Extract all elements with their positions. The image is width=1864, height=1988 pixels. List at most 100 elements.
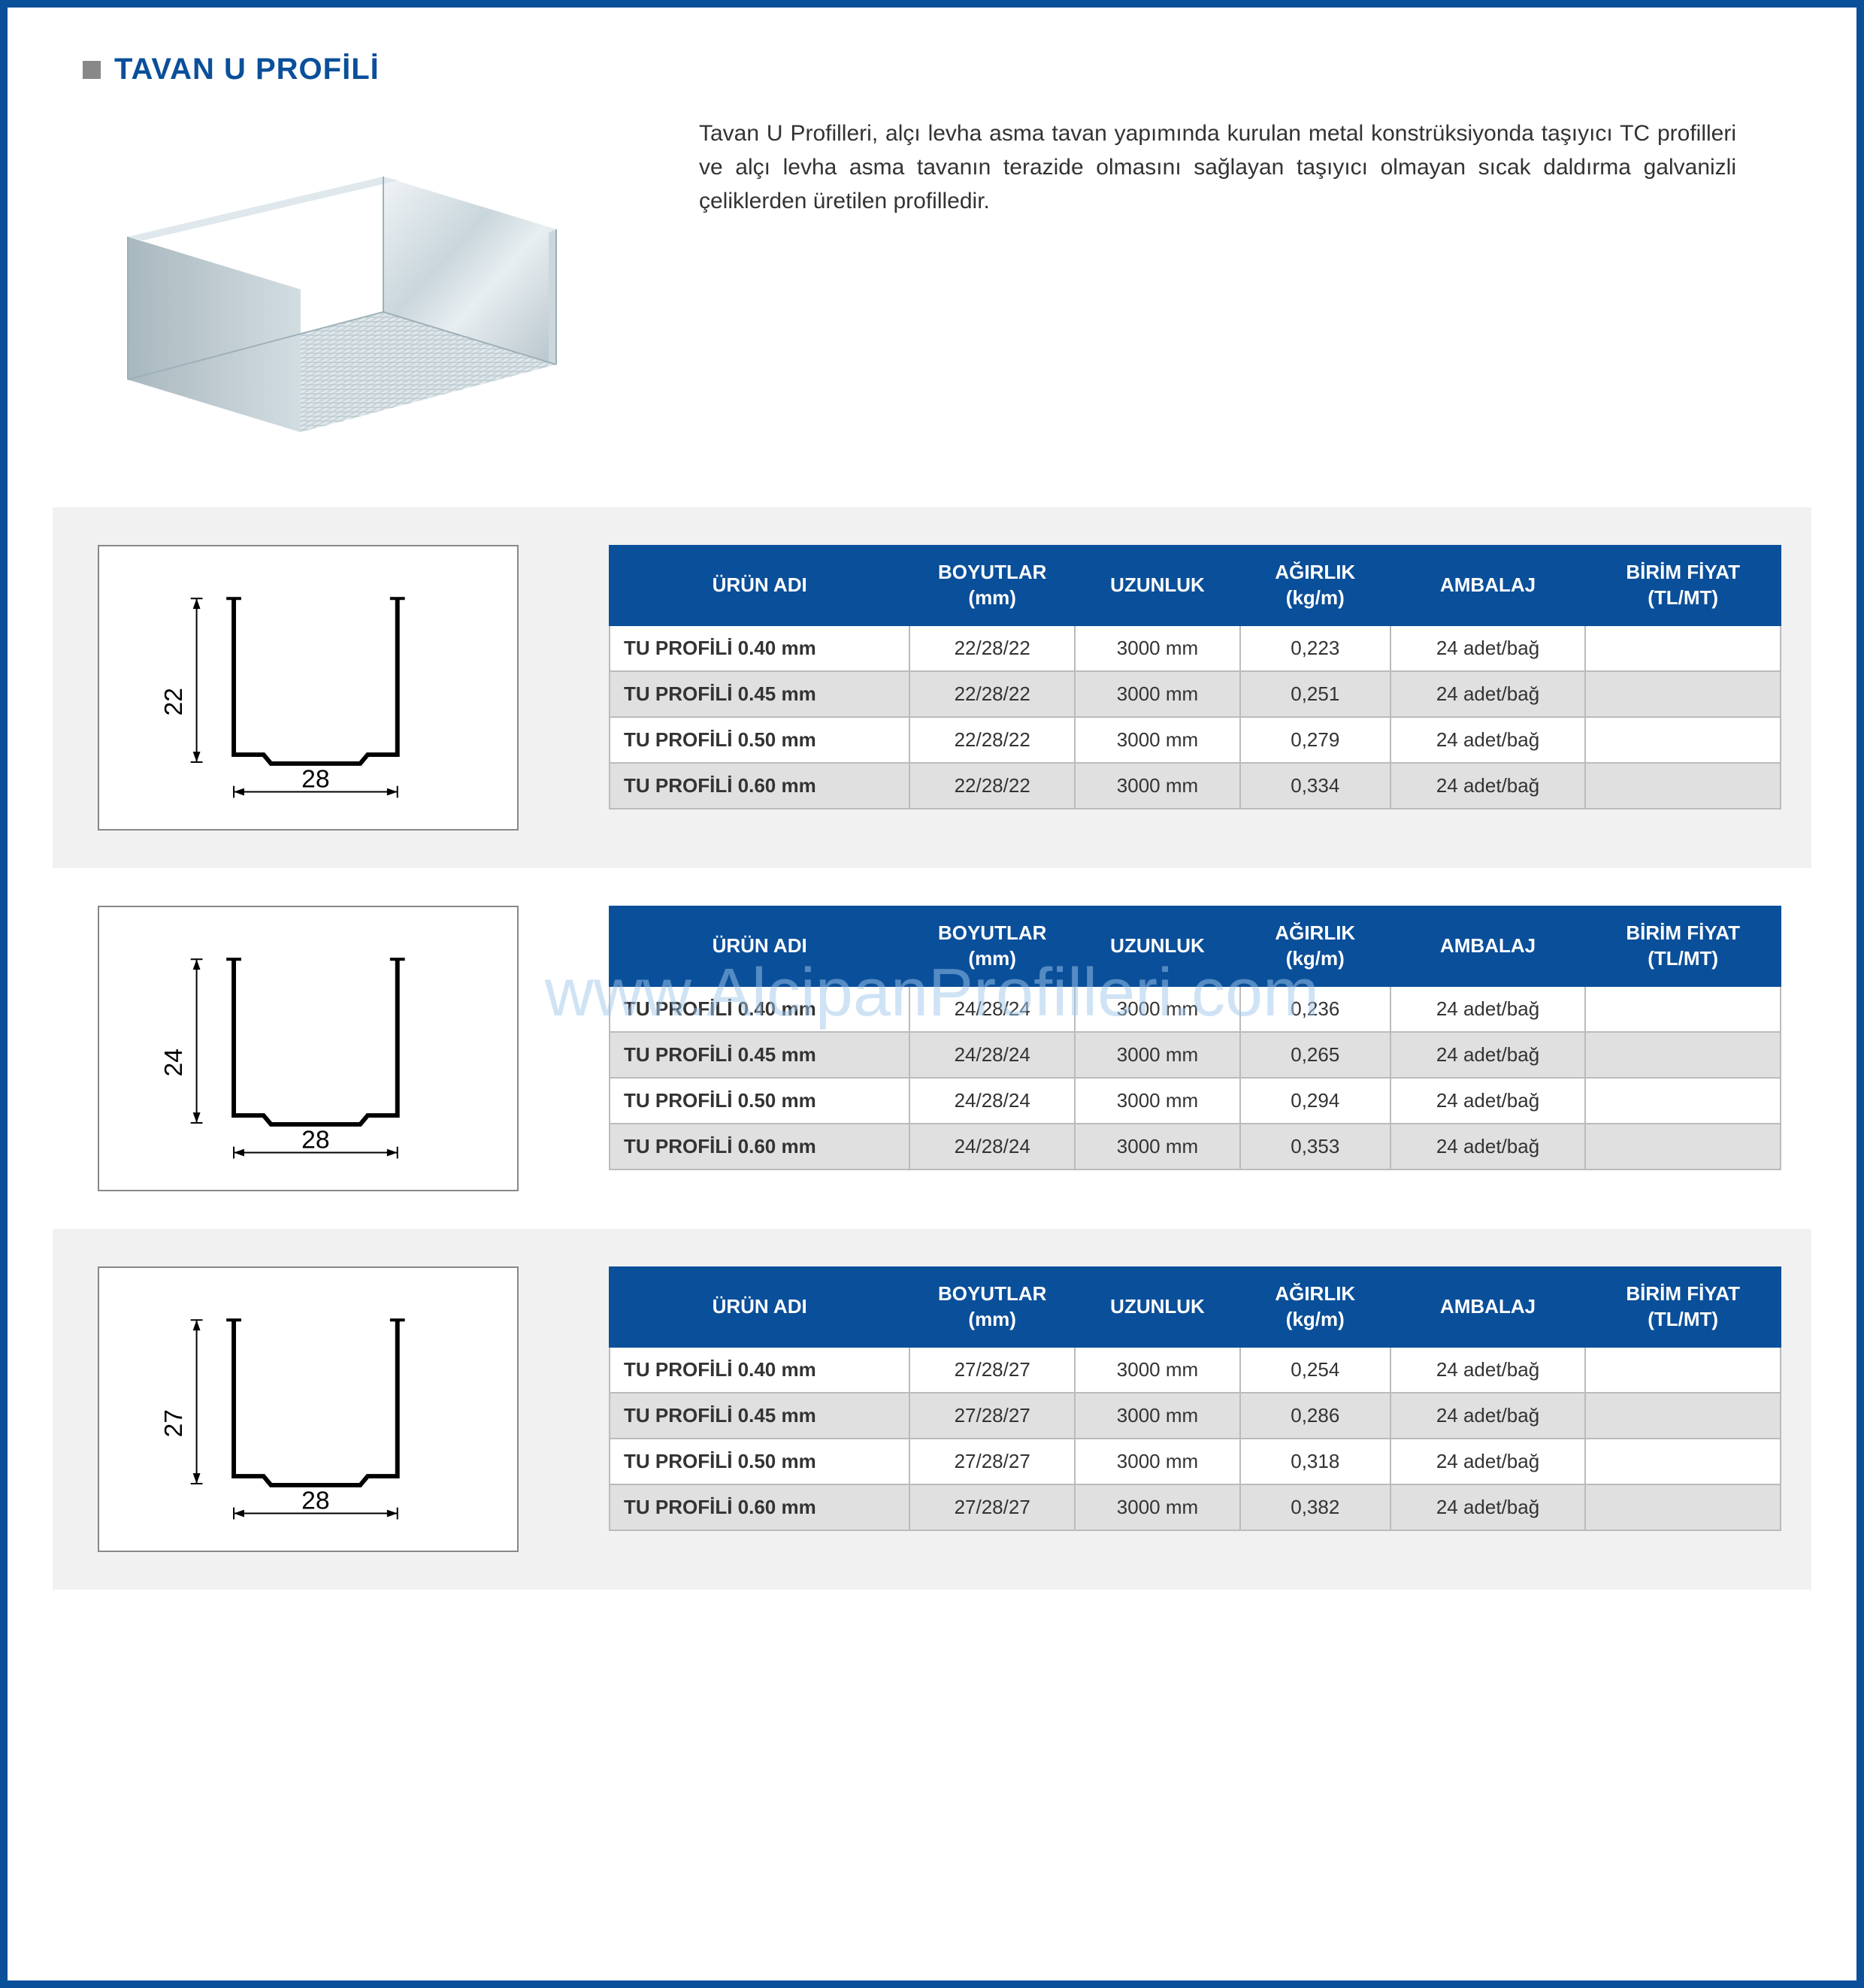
intro-text: Tavan U Profilleri, alçı levha asma tava… [699,116,1736,218]
table-cell [1585,1393,1781,1439]
table-header: ÜRÜN ADI [610,546,909,625]
table-cell: 27/28/27 [909,1393,1075,1439]
table-cell: TU PROFİLİ 0.50 mm [610,717,909,763]
table-cell: TU PROFİLİ 0.40 mm [610,625,909,671]
table-cell: 22/28/22 [909,763,1075,809]
svg-text:28: 28 [301,1487,329,1515]
table-cell: TU PROFİLİ 0.40 mm [610,1347,909,1393]
table-header: AĞIRLIK(kg/m) [1240,1267,1390,1347]
table-cell [1585,671,1781,717]
table-cell: 0,251 [1240,671,1390,717]
table-cell: 3000 mm [1075,1032,1240,1078]
svg-text:28: 28 [301,1127,329,1154]
table-cell: 24 adet/bağ [1390,986,1586,1032]
spec-section: 24 28 ÜRÜN ADIBOYUTLAR(mm)UZUNLUKAĞIRLIK… [53,868,1811,1229]
table-row: TU PROFİLİ 0.40 mm24/28/243000 mm0,23624… [610,986,1781,1032]
table-cell: 3000 mm [1075,717,1240,763]
table-cell: 0,334 [1240,763,1390,809]
svg-text:28: 28 [301,766,329,794]
table-cell: 24 adet/bağ [1390,625,1586,671]
table-row: TU PROFİLİ 0.45 mm27/28/273000 mm0,28624… [610,1393,1781,1439]
cross-section-drawing: 24 28 [99,907,517,1190]
table-cell: TU PROFİLİ 0.45 mm [610,1032,909,1078]
table-cell: 0,286 [1240,1393,1390,1439]
table-cell: TU PROFİLİ 0.60 mm [610,1484,909,1530]
table-cell: TU PROFİLİ 0.50 mm [610,1078,909,1124]
table-cell: 24/28/24 [909,1078,1075,1124]
product-image [98,116,609,447]
table-cell: TU PROFİLİ 0.45 mm [610,1393,909,1439]
table-header: BİRİM FİYAT(TL/MT) [1585,546,1781,625]
table-cell: 3000 mm [1075,763,1240,809]
table-cell: 3000 mm [1075,986,1240,1032]
table-cell: 22/28/22 [909,625,1075,671]
table-header: AMBALAJ [1390,1267,1586,1347]
spec-table: ÜRÜN ADIBOYUTLAR(mm)UZUNLUKAĞIRLIK(kg/m)… [609,1266,1781,1531]
table-header: BOYUTLAR(mm) [909,1267,1075,1347]
table-cell: 3000 mm [1075,1439,1240,1484]
table-cell: 22/28/22 [909,717,1075,763]
table-cell [1585,625,1781,671]
table-cell: 0,265 [1240,1032,1390,1078]
table-cell: 24 adet/bağ [1390,1393,1586,1439]
u-profile-3d-icon [98,116,609,447]
table-header: AMBALAJ [1390,906,1586,986]
intro-row: Tavan U Profilleri, alçı levha asma tava… [53,116,1811,507]
table-cell: 3000 mm [1075,625,1240,671]
table-cell: 22/28/22 [909,671,1075,717]
table-cell: 24/28/24 [909,986,1075,1032]
cross-section-drawing: 27 28 [99,1268,517,1551]
table-cell: TU PROFİLİ 0.40 mm [610,986,909,1032]
table-cell: 24 adet/bağ [1390,1439,1586,1484]
table-cell: 27/28/27 [909,1439,1075,1484]
table-cell: 0,318 [1240,1439,1390,1484]
spec-table: ÜRÜN ADIBOYUTLAR(mm)UZUNLUKAĞIRLIK(kg/m)… [609,545,1781,809]
table-cell: 3000 mm [1075,1124,1240,1170]
table-row: TU PROFİLİ 0.45 mm24/28/243000 mm0,26524… [610,1032,1781,1078]
table-header: ÜRÜN ADI [610,906,909,986]
table-row: TU PROFİLİ 0.50 mm27/28/273000 mm0,31824… [610,1439,1781,1484]
table-cell: TU PROFİLİ 0.60 mm [610,1124,909,1170]
table-cell: 0,254 [1240,1347,1390,1393]
table-row: TU PROFİLİ 0.45 mm22/28/223000 mm0,25124… [610,671,1781,717]
table-cell: TU PROFİLİ 0.50 mm [610,1439,909,1484]
table-cell [1585,717,1781,763]
table-cell: 24 adet/bağ [1390,1032,1586,1078]
table-cell: 24 adet/bağ [1390,1078,1586,1124]
table-cell: 24 adet/bağ [1390,671,1586,717]
page-title: TAVAN U PROFİLİ [114,53,380,86]
table-cell [1585,986,1781,1032]
table-row: TU PROFİLİ 0.40 mm22/28/223000 mm0,22324… [610,625,1781,671]
table-header: UZUNLUK [1075,906,1240,986]
title-bullet-icon [83,61,101,79]
cross-section: 22 28 [98,545,519,831]
table-cell: 24 adet/bağ [1390,1347,1586,1393]
page: TAVAN U PROFİLİ [0,0,1864,1988]
table-header: UZUNLUK [1075,1267,1240,1347]
sections-container: 22 28 ÜRÜN ADIBOYUTLAR(mm)UZUNLUKAĞIRLIK… [53,507,1811,1590]
table-cell: 3000 mm [1075,1393,1240,1439]
table-row: TU PROFİLİ 0.50 mm24/28/243000 mm0,29424… [610,1078,1781,1124]
table-cell [1585,1124,1781,1170]
table-cell: 24 adet/bağ [1390,1484,1586,1530]
title-row: TAVAN U PROFİLİ [53,53,1811,86]
table-header: BOYUTLAR(mm) [909,906,1075,986]
spec-section: 27 28 ÜRÜN ADIBOYUTLAR(mm)UZUNLUKAĞIRLIK… [53,1229,1811,1590]
table-header: BOYUTLAR(mm) [909,546,1075,625]
spec-section: 22 28 ÜRÜN ADIBOYUTLAR(mm)UZUNLUKAĞIRLIK… [53,507,1811,868]
table-cell [1585,1347,1781,1393]
table-cell [1585,763,1781,809]
table-cell [1585,1032,1781,1078]
table-cell: 27/28/27 [909,1484,1075,1530]
table-cell: 3000 mm [1075,671,1240,717]
table-row: TU PROFİLİ 0.60 mm24/28/243000 mm0,35324… [610,1124,1781,1170]
svg-text:22: 22 [160,688,188,716]
table-cell: 0,279 [1240,717,1390,763]
cross-section-drawing: 22 28 [99,546,517,829]
table-cell: 3000 mm [1075,1347,1240,1393]
table-header: AĞIRLIK(kg/m) [1240,546,1390,625]
cross-section: 27 28 [98,1266,519,1552]
table-cell: 0,236 [1240,986,1390,1032]
table-cell: 3000 mm [1075,1078,1240,1124]
table-row: TU PROFİLİ 0.50 mm22/28/223000 mm0,27924… [610,717,1781,763]
